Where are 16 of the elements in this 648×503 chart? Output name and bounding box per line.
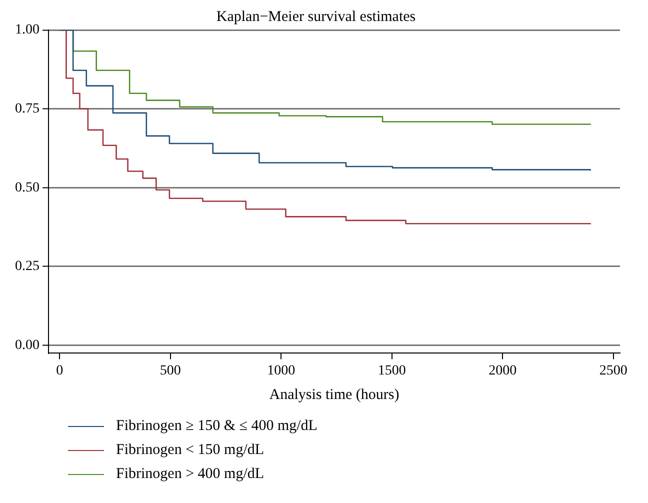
- x-tick-label: 2500: [599, 363, 628, 378]
- x-tick-label: 0: [56, 363, 64, 378]
- y-tick-label: 0.25: [15, 259, 40, 274]
- legend-label: Fibrinogen ≥ 150 & ≤ 400 mg/dL: [116, 417, 318, 436]
- chart-title: Kaplan−Meier survival estimates: [216, 8, 416, 25]
- y-tick-label: 0.00: [15, 338, 40, 353]
- legend-label: Fibrinogen > 400 mg/dL: [116, 465, 264, 484]
- x-tick-label: 2000: [488, 363, 517, 378]
- x-tick-label: 500: [160, 363, 181, 378]
- y-tick-label: 0.75: [15, 102, 40, 116]
- legend-label: Fibrinogen < 150 mg/dL: [116, 441, 264, 460]
- y-tick-label: 0.50: [15, 180, 40, 196]
- x-axis-title: Analysis time (hours): [269, 386, 400, 403]
- x-tick-label: 1500: [378, 363, 406, 378]
- x-tick-label: 1000: [267, 363, 296, 378]
- y-tick-label: 1.00: [15, 22, 40, 38]
